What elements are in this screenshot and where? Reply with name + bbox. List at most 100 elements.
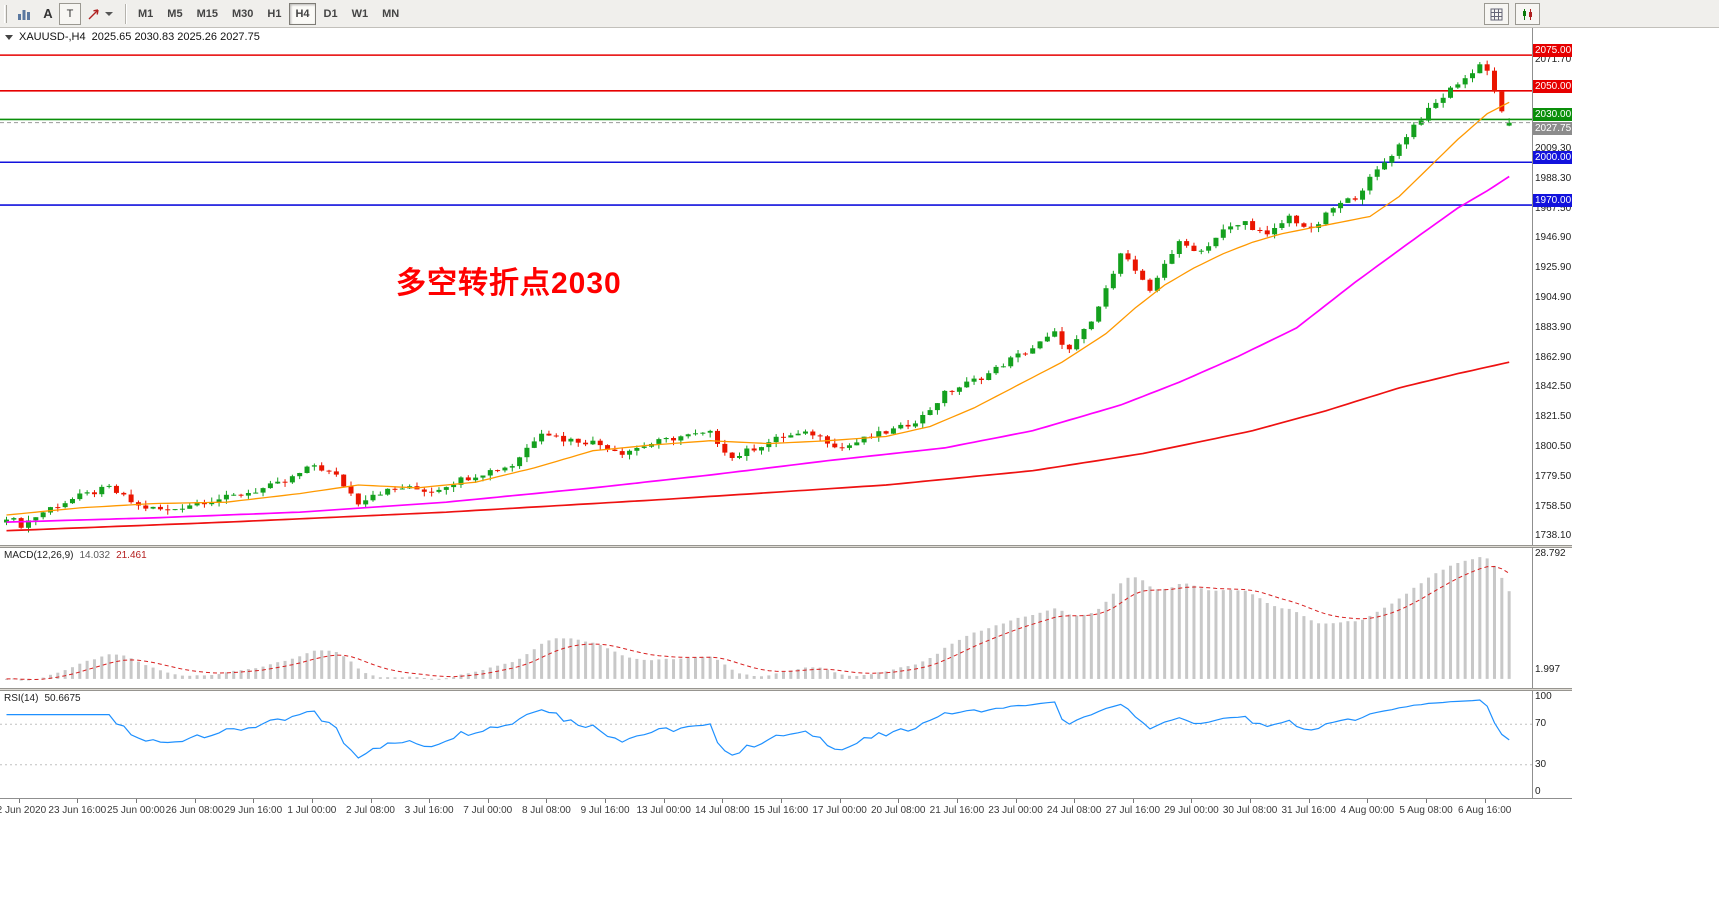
macd-histogram-bar xyxy=(298,656,302,679)
macd-histogram-bar xyxy=(1031,615,1035,679)
candle-body xyxy=(729,452,735,458)
macd-histogram-bar xyxy=(847,675,851,679)
candle-body xyxy=(1345,198,1351,203)
symbol-dropdown-icon[interactable] xyxy=(5,34,13,40)
candle-body xyxy=(1044,336,1050,342)
candle-body xyxy=(341,474,347,487)
candle-body xyxy=(553,435,559,437)
candle-body xyxy=(605,445,611,450)
rsi-scale[interactable]: 100 70 30 0 xyxy=(1533,691,1572,798)
candle-body xyxy=(971,378,977,382)
rsi-scale-tick: 100 xyxy=(1535,691,1552,702)
macd-histogram-bar xyxy=(1023,616,1027,679)
macd-histogram-bar xyxy=(1339,622,1343,679)
time-label: 29 Jul 00:00 xyxy=(1164,805,1219,816)
candle-body xyxy=(876,431,882,438)
time-label: 14 Jul 08:00 xyxy=(695,805,750,816)
macd-histogram-bar xyxy=(576,639,580,679)
candle-body xyxy=(1264,230,1270,235)
candle-body xyxy=(509,466,515,468)
macd-histogram-bar xyxy=(1295,612,1299,679)
price-tick: 1842.50 xyxy=(1535,381,1572,393)
time-tick xyxy=(1132,799,1134,803)
timeframe-button-m5[interactable]: M5 xyxy=(167,7,183,20)
candle-body xyxy=(1140,270,1146,280)
cursor-tool-button[interactable] xyxy=(81,3,119,25)
candle-body xyxy=(282,481,288,483)
time-label: 8 Jul 08:00 xyxy=(521,805,571,816)
timeframe-button-mn[interactable]: MN xyxy=(382,7,400,20)
candle-body xyxy=(1272,228,1278,235)
macd-histogram-bar xyxy=(1016,617,1020,679)
candle-body xyxy=(1169,254,1175,264)
price-scale[interactable]: 2071.70 2009.30 1988.30 1967.50 1946.90 1925.… xyxy=(1533,28,1572,545)
macd-panel[interactable]: MACD(12,26,9) 14.032 21.461 xyxy=(0,548,1533,688)
panel-divider[interactable] xyxy=(0,688,1572,691)
dropdown-caret-icon xyxy=(105,11,113,16)
timeframe-button-d1[interactable]: D1 xyxy=(323,7,338,20)
candle-body xyxy=(1338,202,1344,209)
timeframe-button-m1[interactable]: M1 xyxy=(138,7,154,20)
macd-scale[interactable]: 28.792 1.997 xyxy=(1533,548,1572,688)
candle-body xyxy=(253,492,259,494)
time-label: 7 Jul 00:00 xyxy=(463,805,513,816)
timeframe-button-m15[interactable]: M15 xyxy=(196,7,218,20)
text-tool-button[interactable]: A xyxy=(37,3,59,25)
candle-body xyxy=(854,442,860,446)
macd-histogram-bar xyxy=(811,667,815,679)
candle-body xyxy=(663,438,669,440)
candle-mode-button[interactable] xyxy=(1515,3,1540,25)
candle-body xyxy=(1191,245,1197,251)
candle-body xyxy=(355,493,361,505)
time-tick xyxy=(722,799,724,803)
main-chart-panel[interactable]: XAUUSD-,H4 2025.65 2030.83 2025.26 2027.… xyxy=(0,28,1533,545)
candle-body xyxy=(1220,229,1226,238)
macd-histogram-bar xyxy=(877,672,881,679)
candle-body xyxy=(385,488,391,495)
text-box-tool-button[interactable]: T xyxy=(59,2,81,25)
panel-divider[interactable] xyxy=(0,545,1572,548)
price-tick: 1967.50 xyxy=(1535,202,1572,214)
candle-body xyxy=(1022,353,1028,355)
timeframe-button-h1[interactable]: H1 xyxy=(267,7,282,20)
candle-body xyxy=(920,415,926,424)
rsi-panel[interactable]: RSI(14) 50.6675 xyxy=(0,691,1533,798)
macd-histogram-bar xyxy=(664,658,668,679)
macd-histogram-bar xyxy=(1324,623,1328,679)
macd-histogram-bar xyxy=(1273,606,1277,679)
toolbar-grip[interactable] xyxy=(4,4,7,23)
candle-body xyxy=(883,431,889,434)
time-tick xyxy=(135,799,137,803)
macd-histogram-bar xyxy=(518,658,522,679)
macd-histogram-bar xyxy=(979,630,983,679)
macd-histogram-bar xyxy=(210,675,214,679)
macd-histogram-bar xyxy=(759,676,763,679)
macd-histogram-bar xyxy=(5,678,8,680)
macd-histogram-bar xyxy=(723,664,727,679)
candle-body xyxy=(1330,208,1336,213)
timeframe-button-m30[interactable]: M30 xyxy=(231,7,254,20)
macd-histogram-bar xyxy=(708,656,712,679)
timeframe-button-h4[interactable]: H4 xyxy=(289,2,316,25)
macd-histogram-bar xyxy=(620,655,624,679)
time-tick xyxy=(839,799,841,803)
macd-histogram-bar xyxy=(1412,587,1416,679)
macd-title: MACD(12,26,9) xyxy=(4,550,74,561)
rsi-label: RSI(14) 50.6675 xyxy=(4,693,81,704)
macd-histogram-bar xyxy=(1375,611,1379,679)
macd-histogram-bar xyxy=(444,678,448,680)
candle-body xyxy=(1323,212,1329,225)
price-tick: 1779.50 xyxy=(1535,471,1572,483)
macd-histogram-bar xyxy=(1243,590,1247,679)
grid-toggle-button[interactable] xyxy=(1484,3,1509,25)
macd-histogram-bar xyxy=(899,667,903,679)
candle-body xyxy=(1433,102,1439,108)
macd-histogram-bar xyxy=(1258,598,1262,679)
macd-histogram-bar xyxy=(136,661,140,679)
macd-histogram-bar xyxy=(1471,559,1474,679)
candle-body xyxy=(1404,137,1410,145)
chart-type-button[interactable] xyxy=(11,3,37,25)
candle-body xyxy=(113,485,119,493)
timeframe-button-w1[interactable]: W1 xyxy=(351,7,369,20)
